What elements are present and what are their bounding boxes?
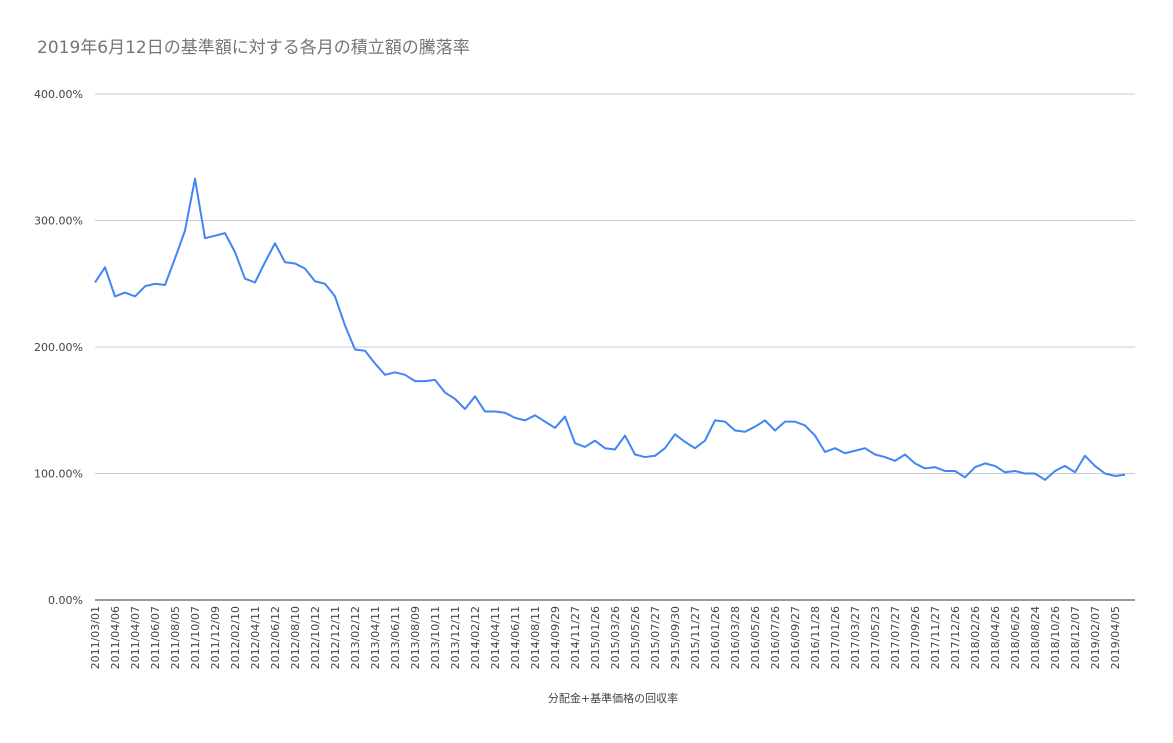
x-tick-label: 2017/03/27 — [849, 606, 862, 669]
data-line — [94, 177, 1126, 481]
x-tick-label: 2015/07/27 — [649, 606, 662, 669]
x-axis-label: 分配金+基準価格の回収率 — [548, 691, 678, 705]
x-tick-label: 2013/06/11 — [389, 606, 402, 669]
x-tick-label: 2016/05/26 — [749, 606, 762, 669]
y-tick-label: 100.00% — [34, 468, 83, 481]
x-tick-label: 2011/06/07 — [149, 606, 162, 669]
x-tick-label: 2011/08/05 — [169, 606, 182, 669]
x-tick-label: 2013/08/09 — [409, 606, 422, 669]
y-tick-label: 400.00% — [34, 88, 83, 101]
x-tick-label: 2915/09/30 — [669, 606, 682, 669]
x-tick-label: 2016/09/27 — [789, 606, 802, 669]
x-tick-label: 2017/09/26 — [909, 606, 922, 669]
x-tick-label: 2013/04/11 — [369, 606, 382, 669]
x-tick-label: 2016/11/28 — [809, 606, 822, 669]
x-tick-label: 2014/09/29 — [549, 606, 562, 669]
y-tick-label: 300.00% — [34, 215, 83, 228]
x-tick-label: 2015/03/26 — [609, 606, 622, 669]
x-tick-label: 2017/12/26 — [949, 606, 962, 669]
x-tick-label: 2018/10/26 — [1049, 606, 1062, 669]
x-tick-label: 2018/04/26 — [989, 606, 1002, 669]
x-tick-label: 2016/07/26 — [769, 606, 782, 669]
x-tick-label: 2017/05/23 — [869, 606, 882, 669]
x-tick-label: 2013/02/12 — [349, 606, 362, 669]
x-tick-label: 2019/02/07 — [1089, 606, 1102, 669]
y-tick-label: 200.00% — [34, 341, 83, 354]
x-tick-label: 2014/06/11 — [509, 606, 522, 669]
x-tick-label: 2017/01/26 — [829, 606, 842, 669]
x-tick-label: 2013/10/11 — [429, 606, 442, 669]
x-tick-label: 2019/04/05 — [1109, 606, 1122, 669]
x-tick-label: 2017/11/27 — [929, 606, 942, 669]
x-tick-label: 2014/04/11 — [489, 606, 502, 669]
x-tick-label: 2011/10/07 — [189, 606, 202, 669]
x-tick-label: 2012/12/11 — [329, 606, 342, 669]
x-tick-label: 2012/10/12 — [309, 606, 322, 669]
x-tick-label: 2017/07/27 — [889, 606, 902, 669]
x-tick-label: 2018/12/07 — [1069, 606, 1082, 669]
x-tick-label: 2011/04/06 — [109, 606, 122, 669]
x-tick-label: 2015/05/26 — [629, 606, 642, 669]
x-tick-label: 2014/02/12 — [469, 606, 482, 669]
y-tick-label: 0.00% — [48, 594, 83, 607]
x-tick-label: 2015/01/26 — [589, 606, 602, 669]
x-tick-label: 2015/11/27 — [689, 606, 702, 669]
x-tick-label: 2012/02/10 — [229, 606, 242, 669]
x-tick-label: 2014/11/27 — [569, 606, 582, 669]
x-tick-label: 2018/08/24 — [1029, 606, 1042, 669]
x-tick-label: 2013/12/11 — [449, 606, 462, 669]
x-tick-label: 2018/06/26 — [1009, 606, 1022, 669]
x-tick-label: 2011/04/07 — [129, 606, 142, 669]
x-tick-label: 2011/12/09 — [209, 606, 222, 669]
x-tick-label: 2018/02/26 — [969, 606, 982, 669]
chart-title: 2019年6月12日の基準額に対する各月の積立額の騰落率 — [37, 38, 470, 58]
x-tick-label: 2011/03/01 — [89, 606, 102, 669]
x-tick-label: 2014/08/11 — [529, 606, 542, 669]
x-tick-label: 2016/01/26 — [709, 606, 722, 669]
x-tick-label: 2012/08/10 — [289, 606, 302, 669]
x-tick-label: 2012/06/12 — [269, 606, 282, 669]
x-tick-label: 2012/04/11 — [249, 606, 262, 669]
x-tick-label: 2016/03/28 — [729, 606, 742, 669]
